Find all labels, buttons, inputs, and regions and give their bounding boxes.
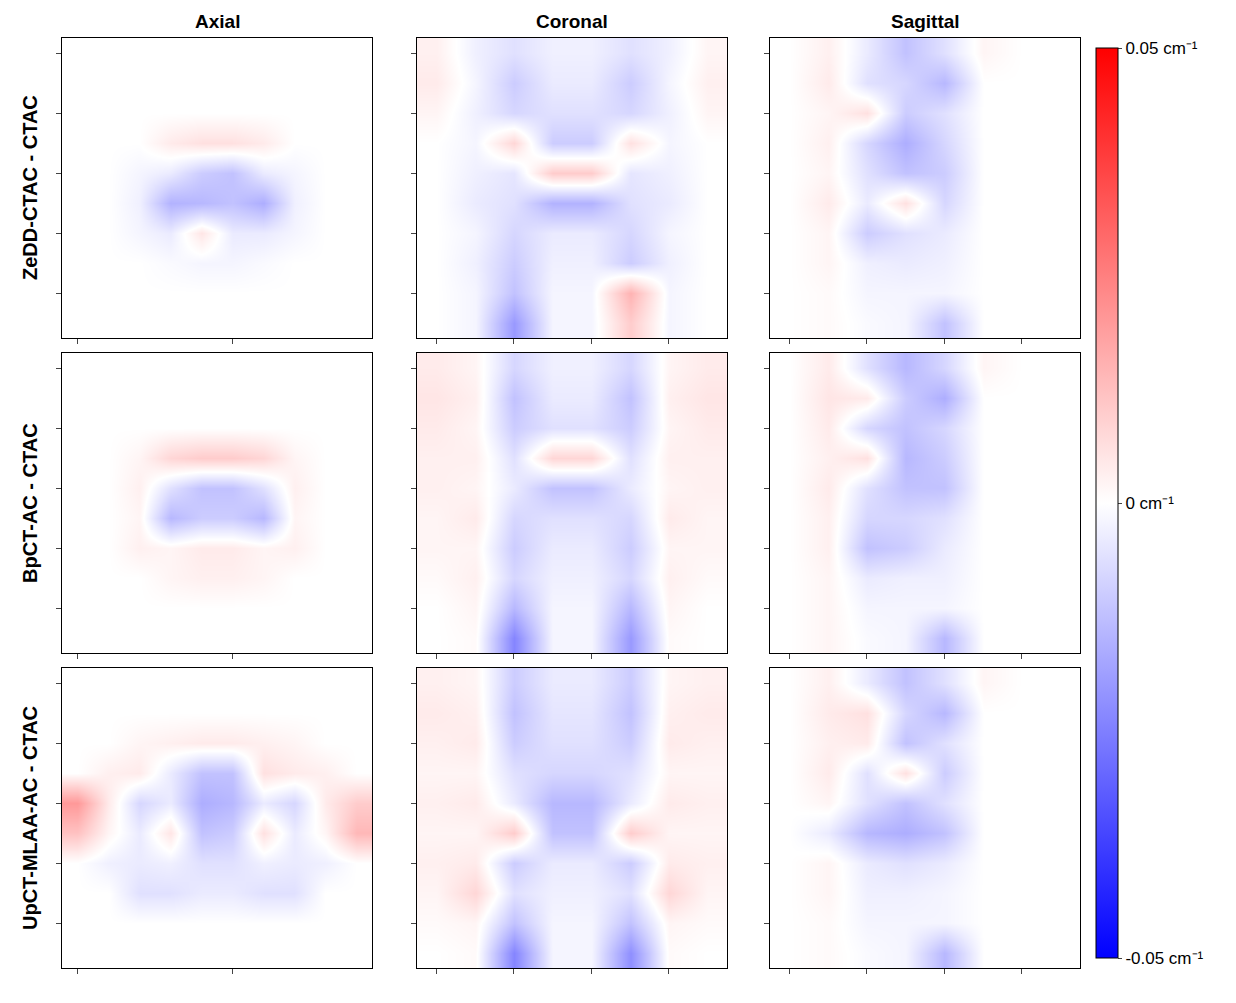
svg-text:Coronal: Coronal bbox=[536, 11, 608, 32]
svg-text:Sagittal: Sagittal bbox=[891, 11, 960, 32]
svg-text:-0.05 cm⁻¹: -0.05 cm⁻¹ bbox=[1125, 949, 1203, 968]
svg-text:0 cm⁻¹: 0 cm⁻¹ bbox=[1125, 494, 1174, 513]
svg-text:0.05 cm⁻¹: 0.05 cm⁻¹ bbox=[1125, 39, 1197, 58]
svg-text:BpCT-AC - CTAC: BpCT-AC - CTAC bbox=[19, 423, 41, 583]
svg-text:UpCT-MLAA-AC - CTAC: UpCT-MLAA-AC - CTAC bbox=[19, 706, 41, 930]
svg-text:Axial: Axial bbox=[195, 11, 240, 32]
svg-text:ZeDD-CTAC - CTAC: ZeDD-CTAC - CTAC bbox=[19, 95, 41, 280]
